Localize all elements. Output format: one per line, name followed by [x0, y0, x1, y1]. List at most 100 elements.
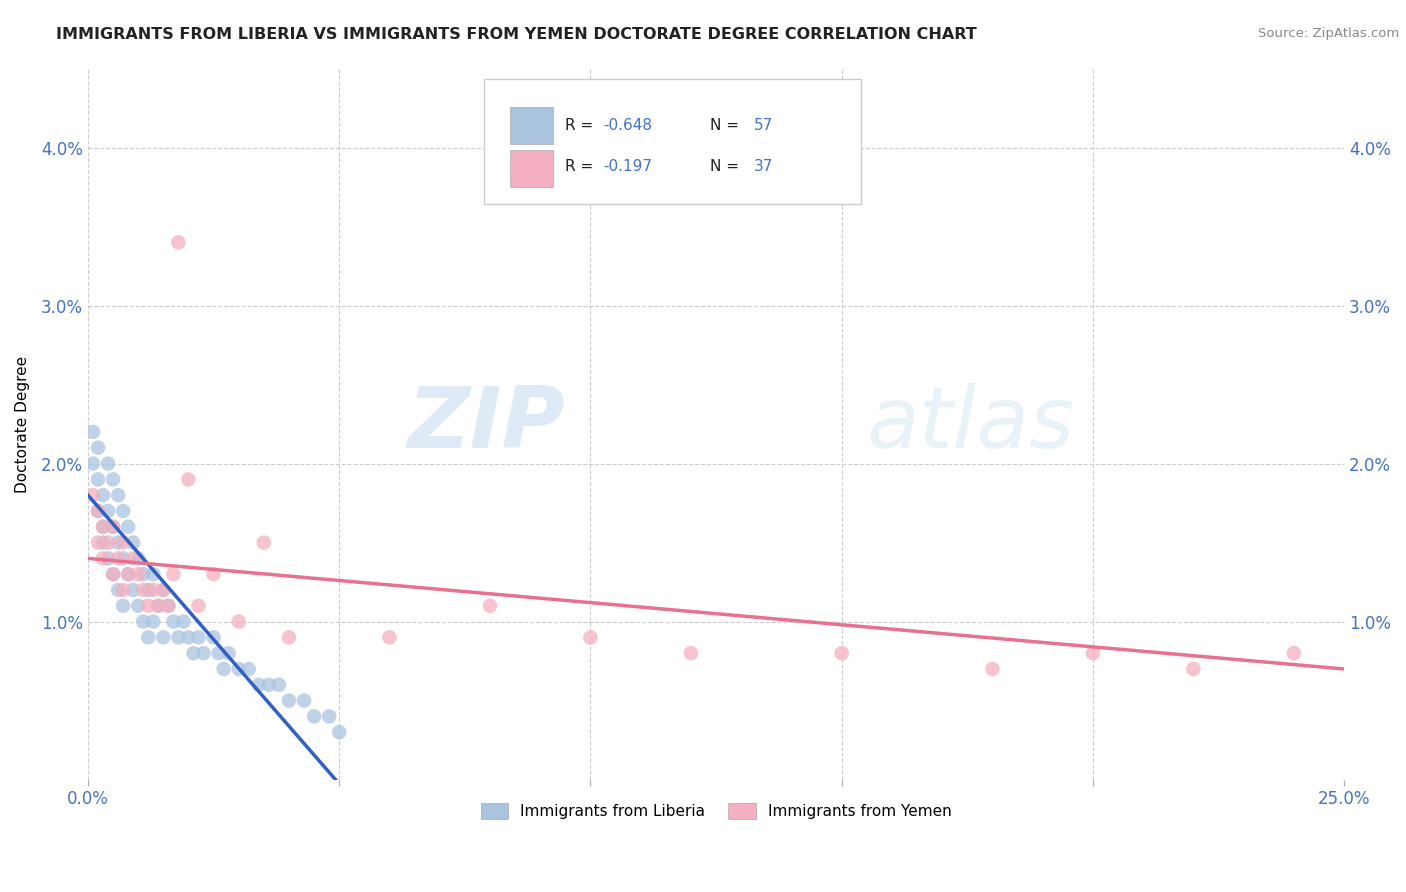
Point — [127, 567, 149, 582]
Point — [87, 441, 110, 455]
Point — [177, 472, 200, 486]
Point — [107, 551, 129, 566]
Point — [172, 615, 194, 629]
Point — [112, 551, 135, 566]
Point — [91, 551, 114, 566]
Point — [82, 425, 104, 439]
Text: -0.197: -0.197 — [603, 159, 652, 174]
Point — [177, 631, 200, 645]
Point — [152, 582, 174, 597]
Point — [167, 631, 190, 645]
Point — [218, 646, 240, 660]
Text: -0.648: -0.648 — [603, 118, 652, 133]
Point — [101, 520, 124, 534]
Point — [238, 662, 260, 676]
Point — [122, 535, 145, 549]
Point — [167, 235, 190, 250]
Point — [157, 599, 180, 613]
Point — [122, 551, 145, 566]
Point — [117, 567, 139, 582]
Point — [87, 504, 110, 518]
Point — [152, 631, 174, 645]
Point — [579, 631, 602, 645]
Point — [82, 457, 104, 471]
Text: IMMIGRANTS FROM LIBERIA VS IMMIGRANTS FROM YEMEN DOCTORATE DEGREE CORRELATION CH: IMMIGRANTS FROM LIBERIA VS IMMIGRANTS FR… — [56, 27, 977, 42]
Point — [202, 567, 225, 582]
Point — [87, 472, 110, 486]
Point — [101, 567, 124, 582]
Point — [148, 599, 170, 613]
Text: N =: N = — [710, 159, 744, 174]
Point — [91, 520, 114, 534]
Point — [142, 582, 165, 597]
Point — [328, 725, 350, 739]
Point — [117, 567, 139, 582]
Point — [107, 488, 129, 502]
Text: 57: 57 — [754, 118, 773, 133]
Point — [132, 582, 155, 597]
Point — [112, 599, 135, 613]
Point — [136, 631, 159, 645]
Point — [101, 567, 124, 582]
FancyBboxPatch shape — [484, 79, 860, 203]
Point — [112, 504, 135, 518]
Point — [97, 535, 120, 549]
Point — [152, 582, 174, 597]
Point — [257, 678, 280, 692]
Point — [278, 693, 301, 707]
Point — [87, 535, 110, 549]
Point — [107, 535, 129, 549]
Point — [183, 646, 205, 660]
Point — [981, 662, 1004, 676]
Point — [91, 520, 114, 534]
FancyBboxPatch shape — [510, 107, 553, 144]
Point — [278, 631, 301, 645]
Point — [247, 678, 270, 692]
Point — [478, 599, 501, 613]
Text: R =: R = — [565, 159, 599, 174]
Point — [1282, 646, 1305, 660]
Point — [318, 709, 340, 723]
Point — [157, 599, 180, 613]
Point — [253, 535, 276, 549]
Text: ZIP: ZIP — [408, 383, 565, 466]
Point — [107, 582, 129, 597]
Text: 37: 37 — [754, 159, 773, 174]
Point — [142, 567, 165, 582]
Legend: Immigrants from Liberia, Immigrants from Yemen: Immigrants from Liberia, Immigrants from… — [474, 797, 957, 825]
Point — [97, 504, 120, 518]
Point — [112, 535, 135, 549]
Point — [136, 582, 159, 597]
Text: R =: R = — [565, 118, 599, 133]
Point — [132, 567, 155, 582]
Point — [378, 631, 401, 645]
Point — [97, 551, 120, 566]
Point — [212, 662, 235, 676]
Text: Source: ZipAtlas.com: Source: ZipAtlas.com — [1258, 27, 1399, 40]
Point — [142, 615, 165, 629]
Point — [207, 646, 229, 660]
Point — [122, 582, 145, 597]
Point — [292, 693, 315, 707]
Point — [112, 582, 135, 597]
Point — [127, 551, 149, 566]
Point — [91, 535, 114, 549]
Point — [202, 631, 225, 645]
Point — [228, 662, 250, 676]
Point — [1081, 646, 1104, 660]
Point — [187, 631, 209, 645]
Point — [87, 504, 110, 518]
Point — [117, 520, 139, 534]
Point — [679, 646, 702, 660]
Point — [91, 488, 114, 502]
Point — [162, 567, 184, 582]
Point — [97, 457, 120, 471]
Point — [148, 599, 170, 613]
FancyBboxPatch shape — [510, 150, 553, 186]
Point — [132, 615, 155, 629]
Point — [1182, 662, 1205, 676]
Point — [267, 678, 290, 692]
Y-axis label: Doctorate Degree: Doctorate Degree — [15, 356, 30, 492]
Text: atlas: atlas — [866, 383, 1074, 466]
Text: N =: N = — [710, 118, 744, 133]
